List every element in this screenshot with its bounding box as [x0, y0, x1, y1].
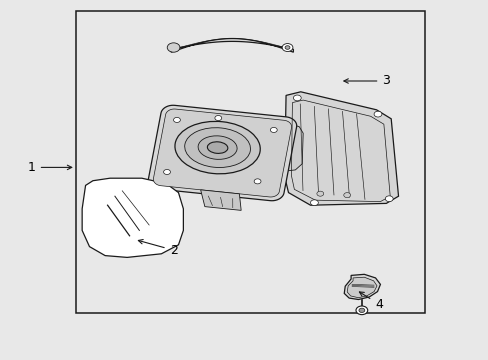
Bar — [76, 11, 425, 313]
Polygon shape — [346, 277, 376, 298]
Circle shape — [310, 200, 318, 206]
Polygon shape — [82, 178, 183, 257]
Circle shape — [385, 196, 392, 202]
Circle shape — [163, 170, 170, 175]
Text: 1: 1 — [28, 161, 72, 174]
Ellipse shape — [207, 142, 227, 153]
Circle shape — [167, 43, 180, 52]
Circle shape — [373, 111, 381, 117]
Ellipse shape — [175, 121, 260, 174]
Polygon shape — [171, 39, 293, 52]
Polygon shape — [200, 190, 241, 210]
Circle shape — [254, 179, 261, 184]
Circle shape — [270, 127, 277, 132]
Circle shape — [316, 191, 323, 196]
Circle shape — [343, 193, 350, 198]
Circle shape — [355, 306, 367, 315]
Polygon shape — [344, 274, 380, 300]
Polygon shape — [153, 109, 291, 197]
Circle shape — [173, 117, 180, 122]
Circle shape — [293, 95, 301, 101]
Polygon shape — [271, 124, 303, 171]
Circle shape — [358, 308, 364, 312]
Ellipse shape — [184, 128, 250, 167]
Circle shape — [282, 44, 292, 51]
Polygon shape — [148, 105, 296, 201]
Text: 3: 3 — [343, 75, 389, 87]
Circle shape — [214, 116, 221, 121]
Circle shape — [285, 46, 289, 49]
Text: 2: 2 — [138, 239, 177, 257]
Ellipse shape — [198, 136, 237, 159]
Polygon shape — [284, 92, 398, 205]
Text: 4: 4 — [359, 292, 382, 311]
